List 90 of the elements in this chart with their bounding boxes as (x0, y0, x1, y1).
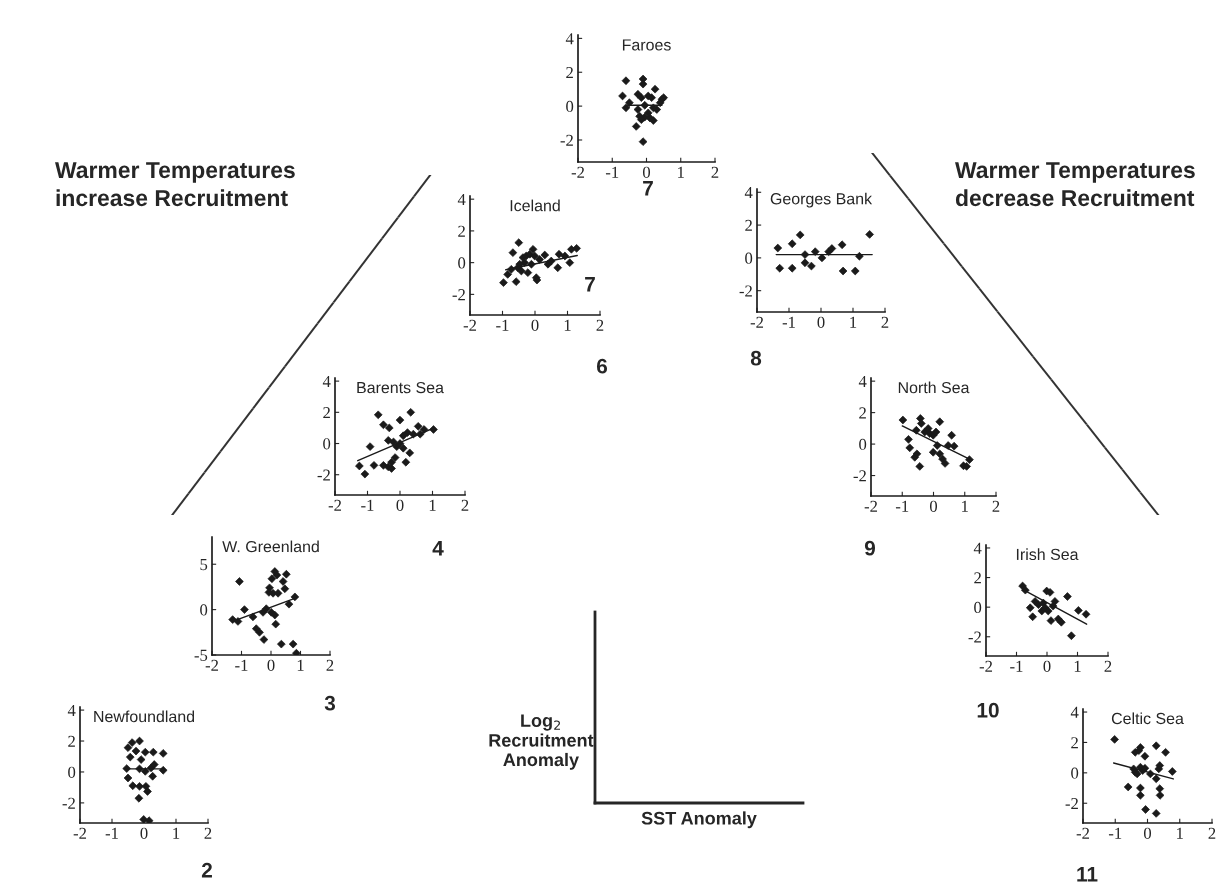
x-tick-label: 1 (1177, 827, 1183, 839)
chart-title: Georges Bank (770, 192, 873, 208)
x-tick-label: 0 (396, 499, 404, 511)
text: 10 (977, 702, 999, 718)
chart-title: Newfoundland (94, 710, 195, 723)
y-tick-label: -2 (317, 469, 330, 481)
y-tick-label: 0 (68, 766, 76, 778)
text: 3 (324, 695, 336, 711)
chart-title: Iceland (510, 199, 560, 212)
y-tick-label: 2 (458, 225, 465, 237)
annotation: 7 (585, 277, 595, 292)
x-tick-label: -1 (1108, 827, 1122, 839)
text: Warmer Temperatures increase Recruitment (55, 162, 295, 207)
y-tick-label: 4 (322, 375, 331, 387)
x-tick-label: 0 (642, 166, 651, 178)
y-tick-label: 0 (566, 100, 574, 113)
chart-title: North Sea (898, 381, 970, 394)
x-tick-label: -1 (782, 316, 795, 328)
y-tick-label: 0 (859, 438, 867, 451)
y-tick-label: 4 (565, 33, 574, 45)
y-tick-label: 0 (458, 257, 466, 269)
x-tick-label: 0 (929, 500, 938, 512)
text: Log$_{2}$ Recruitment Anomaly (489, 714, 594, 770)
x-tick-label: 1 (173, 827, 180, 839)
chart-title: W. Greenland (222, 540, 319, 553)
x-tick-label: 2 (596, 319, 604, 331)
x-tick-label: -1 (605, 166, 619, 178)
text: Warmer Temperatures decrease Recruitment (955, 162, 1195, 207)
y-tick-label: 0 (974, 601, 982, 614)
y-tick-label: 2 (1071, 737, 1078, 749)
y-tick-label: -2 (452, 289, 465, 301)
y-tick-label: -2 (560, 134, 573, 146)
y-tick-label: 2 (974, 572, 981, 584)
x-tick-label: 1 (850, 316, 857, 328)
x-tick-label: 0 (1143, 827, 1152, 839)
x-tick-label: 1 (297, 659, 304, 671)
text: SST Anomaly (641, 811, 757, 829)
y-tick-label: 2 (68, 735, 75, 747)
x-tick-label: 2 (1104, 660, 1112, 672)
x-tick-label: 2 (1208, 827, 1216, 839)
y-tick-label: 0 (200, 604, 208, 616)
x-tick-label: 2 (711, 166, 719, 178)
y-tick-label: -2 (739, 285, 752, 297)
y-tick-label: 0 (323, 438, 331, 450)
x-tick-label: -1 (1010, 660, 1023, 672)
x-tick-label: 0 (817, 316, 825, 328)
x-tick-label: -1 (235, 659, 248, 671)
y-tick-label: -2 (853, 470, 866, 482)
text: 7 (643, 181, 653, 196)
text: 9 (864, 540, 876, 556)
text: 4 (432, 541, 444, 556)
y-tick-label: 2 (323, 407, 330, 419)
x-tick-label: -1 (496, 319, 509, 331)
y-tick-label: 4 (744, 187, 753, 199)
x-tick-label: -1 (361, 499, 374, 511)
text: 6 (596, 358, 608, 374)
text: 11 (1077, 867, 1098, 882)
y-tick-label: 4 (858, 375, 867, 387)
y-tick-label: -5 (194, 649, 208, 661)
y-tick-label: 4 (457, 193, 466, 205)
y-tick-label: 2 (745, 219, 752, 231)
x-tick-label: 2 (881, 316, 889, 328)
chart-title: Irish Sea (1016, 548, 1079, 561)
y-tick-label: 4 (67, 704, 76, 716)
x-tick-label: 1 (1074, 660, 1081, 672)
x-tick-label: -1 (105, 827, 118, 839)
x-tick-label: 0 (1043, 660, 1051, 672)
y-tick-label: 4 (1070, 706, 1079, 718)
x-tick-label: 1 (962, 500, 968, 512)
x-tick-label: 0 (267, 659, 275, 671)
y-tick-label: 0 (1071, 767, 1079, 779)
x-tick-label: 1 (678, 166, 684, 178)
x-tick-label: 1 (564, 319, 571, 331)
x-tick-label: 2 (992, 500, 1000, 512)
x-tick-label: 1 (429, 499, 436, 511)
text: 8 (750, 350, 762, 366)
x-tick-label: 0 (140, 827, 148, 839)
y-tick-label: -2 (62, 797, 75, 809)
y-tick-label: 0 (745, 252, 753, 264)
y-tick-label: -2 (1065, 797, 1078, 810)
x-tick-label: 0 (531, 319, 539, 331)
y-tick-label: 2 (859, 407, 866, 419)
chart-title: Faroes (622, 39, 671, 51)
y-tick-label: -2 (968, 631, 981, 643)
y-tick-label: 2 (566, 67, 573, 79)
y-tick-label: 4 (973, 542, 982, 554)
x-tick-label: -1 (895, 500, 909, 512)
y-tick-label: 5 (200, 559, 208, 571)
chart-title: Barents Sea (357, 381, 444, 394)
chart-title: Celtic Sea (1111, 712, 1184, 725)
